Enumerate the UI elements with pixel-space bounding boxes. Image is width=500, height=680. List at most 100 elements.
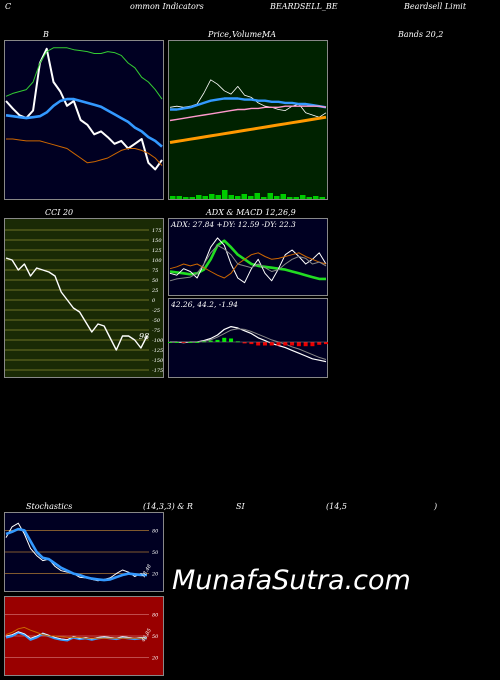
adx-readout: ADX: 27.84 +DY: 12.59 -DY: 22.3 [170, 220, 296, 229]
title-price: Price, [208, 30, 232, 39]
y-tick-label: -25 [152, 308, 160, 314]
macd-histogram-bar [174, 342, 179, 343]
volume-bar [280, 194, 286, 199]
series-line-0 [5, 257, 148, 351]
macd-histogram-bar [303, 342, 308, 347]
volume-bar [189, 197, 195, 199]
macd-histogram-bar [242, 342, 247, 344]
volume-bar [202, 196, 208, 199]
title-stoch-params: (14,3,3) & R [143, 502, 193, 511]
y-tick-label: 150 [152, 238, 162, 244]
series-line-2 [5, 626, 147, 639]
volume-bar [274, 196, 280, 199]
volume-bar [222, 190, 228, 199]
volume-bar [254, 193, 260, 199]
y-tick-label: 25 [151, 288, 158, 294]
bollinger-b-panel [4, 40, 164, 200]
series-line-3 [169, 244, 327, 282]
volume-bar [170, 196, 176, 199]
y-tick-label: -175 [152, 368, 163, 374]
volume-bar [209, 194, 215, 199]
series-line-1 [5, 97, 163, 148]
watermark: MunafaSutra.com [172, 565, 411, 596]
macd-histogram-bar [188, 342, 193, 343]
series-line-1 [170, 97, 327, 111]
y-tick-label: 75 [152, 268, 158, 274]
header-c: C [5, 2, 12, 11]
volume-bar [306, 197, 312, 199]
volume-bar [241, 194, 247, 199]
y-tick-label: -150 [152, 358, 164, 364]
volume-bar [287, 197, 293, 199]
title-volume: Volume, [232, 30, 265, 39]
y-tick-label: 20 [151, 656, 159, 662]
adx-panel: ADX: 27.84 +DY: 12.59 -DY: 22.3 [168, 218, 328, 296]
title-adx-macd: ADX & MACD 12,26,9 [206, 208, 296, 217]
y-tick-label: 50 [152, 634, 159, 640]
series-line-2 [5, 47, 163, 100]
price-ma-panel [168, 40, 328, 200]
macd-histogram-bar [256, 342, 261, 346]
macd-histogram-bar [290, 342, 295, 346]
title-ma: MA [262, 30, 276, 39]
title-bands: Bands 20,2 [398, 30, 444, 39]
macd-histogram-bar [317, 342, 322, 345]
macd-histogram-bar [195, 342, 200, 343]
cci-value-label: 98 [139, 332, 149, 341]
volume-bar [293, 197, 299, 199]
volume-bar [196, 195, 202, 199]
y-tick-label: 80 [152, 612, 159, 618]
y-tick-label: 100 [152, 258, 162, 264]
volume-bar [235, 196, 241, 199]
series-line-0 [5, 631, 147, 642]
panel-background [4, 40, 164, 200]
y-tick-label: 50 [152, 550, 159, 556]
macd-histogram-bar [208, 340, 213, 342]
header-company: Beardsell Limit [404, 2, 467, 11]
y-tick-label: -75 [152, 328, 160, 334]
title-rsi-close: ) [434, 502, 438, 511]
volume-bar [248, 196, 254, 199]
y-tick-label: 20 [151, 572, 159, 578]
volume-bar [267, 193, 273, 199]
macd-histogram-bar [168, 342, 172, 343]
macd-histogram-bar [249, 342, 254, 345]
y-tick-label: -50 [152, 318, 161, 324]
title-rsi-params: (14,5 [326, 502, 347, 511]
header-common-indicators: ommon Indicators [130, 2, 204, 11]
series-line-1 [5, 527, 147, 582]
macd-histogram-bar [262, 342, 267, 346]
volume-bar [228, 195, 234, 199]
series-line-3 [6, 138, 163, 166]
macd-histogram-bar [181, 342, 186, 343]
y-tick-label: 125 [152, 248, 162, 254]
y-tick-label: -100 [152, 338, 164, 344]
series-line-2 [169, 252, 327, 279]
macd-readout: 42.26, 44.2, -1.94 [170, 300, 238, 309]
title-stochastics: Stochastics [26, 502, 73, 511]
title-cci: CCI 20 [45, 208, 74, 217]
volume-bar [261, 197, 267, 199]
series-line-1 [169, 237, 327, 284]
panel-background [168, 298, 328, 378]
macd-histogram-bar [324, 342, 328, 345]
header-symbol: BEARDSELL_BE [270, 2, 338, 11]
volume-bar [183, 197, 189, 199]
macd-histogram-bar [215, 339, 220, 342]
volume-bar [319, 197, 325, 199]
macd-histogram-bar [296, 342, 301, 347]
macd-panel: 42.26, 44.2, -1.94 [168, 298, 328, 378]
macd-histogram-bar [222, 337, 227, 342]
series-line-0 [5, 47, 163, 171]
macd-histogram-bar [283, 342, 288, 346]
title-rsi: SI [236, 502, 245, 511]
y-tick-label: 175 [152, 228, 162, 234]
y-tick-label: 50 [152, 278, 159, 284]
series-line-3 [169, 115, 327, 144]
volume-bar [215, 195, 221, 199]
y-tick-label: 80 [152, 528, 159, 534]
y-tick-label: -125 [152, 348, 163, 354]
macd-histogram-bar [276, 342, 281, 346]
